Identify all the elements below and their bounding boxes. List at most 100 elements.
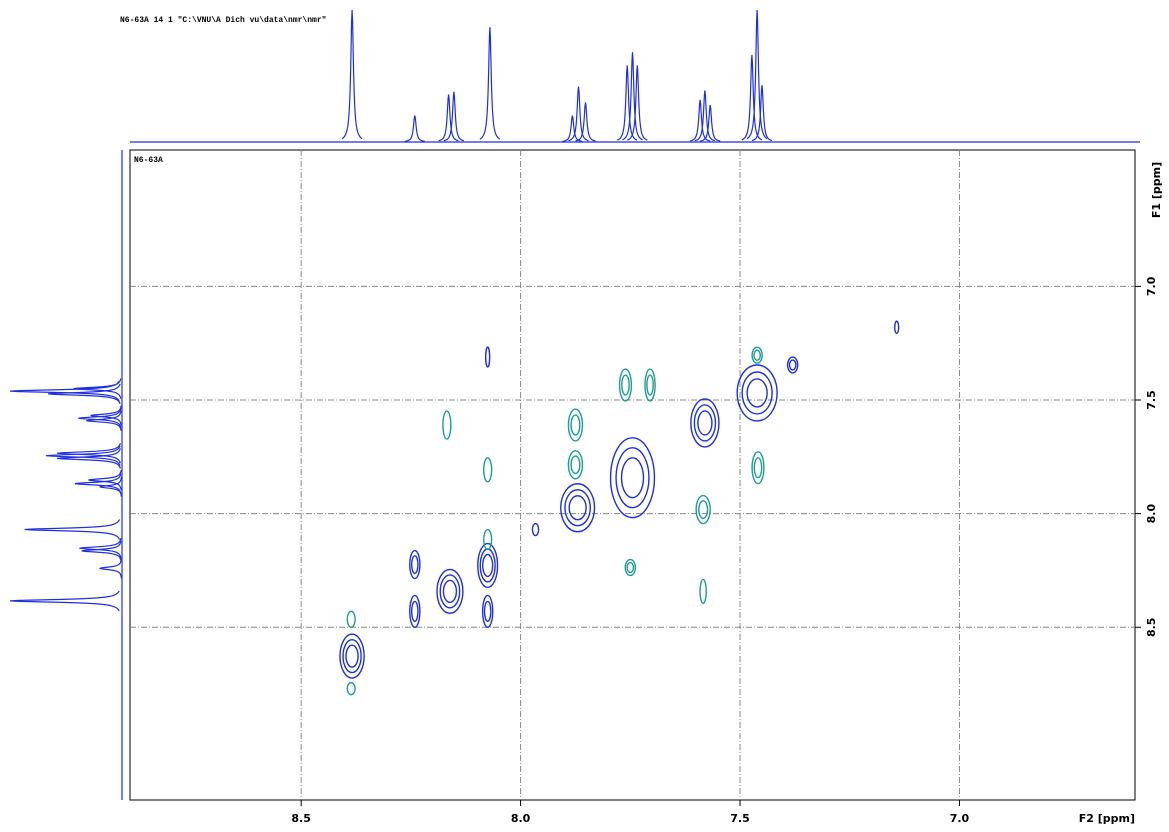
contour	[788, 359, 797, 371]
contour	[751, 346, 763, 364]
contour	[442, 579, 458, 604]
contour	[560, 483, 596, 533]
projection-peak	[45, 445, 121, 466]
contour	[436, 568, 464, 614]
contour	[346, 610, 356, 628]
y-tick-label: 8.5	[1145, 618, 1158, 638]
contour	[695, 494, 711, 525]
projection-peak	[78, 408, 122, 429]
projection-peak	[90, 405, 122, 426]
projection-peak	[689, 99, 711, 142]
contour	[644, 368, 656, 402]
y-tick-label: 7.0	[1145, 276, 1158, 296]
contour	[699, 578, 707, 604]
contour	[621, 374, 630, 396]
x-tick-label: 8.5	[291, 812, 311, 825]
projection-peak	[74, 473, 122, 494]
contour	[736, 364, 778, 422]
projection-peak	[79, 538, 122, 559]
contour	[570, 455, 581, 475]
projection-peak	[616, 65, 638, 141]
x-tick-label: 8.0	[511, 812, 531, 825]
contour	[693, 404, 717, 442]
contour	[484, 346, 491, 368]
projection-peak	[81, 540, 122, 562]
projection-peak	[341, 9, 363, 140]
contour	[339, 633, 365, 679]
projection-peak	[9, 590, 120, 612]
y-axis-label: F1 [ppm]	[1150, 162, 1163, 218]
projection-peak	[627, 65, 648, 141]
contour	[481, 594, 494, 628]
projection-peak	[575, 102, 596, 142]
projection-peak	[562, 115, 583, 142]
contour	[483, 600, 492, 623]
contour	[567, 408, 584, 442]
contour	[609, 437, 656, 519]
projection-peak	[568, 86, 589, 142]
contour	[346, 681, 356, 696]
projection-peak	[88, 469, 122, 491]
projection-peak	[438, 94, 459, 142]
contour	[615, 447, 650, 509]
projection-peak	[86, 410, 122, 431]
contour	[409, 594, 421, 628]
projection-peak	[479, 27, 501, 140]
contour	[697, 410, 713, 436]
contour	[746, 378, 768, 408]
projection-peak	[404, 115, 425, 142]
contour	[410, 600, 419, 623]
contour	[342, 638, 362, 674]
contour	[442, 410, 452, 440]
contour	[786, 356, 799, 374]
projection-peak	[99, 558, 122, 579]
contour	[753, 457, 763, 479]
projection-peak	[443, 91, 465, 142]
contour	[894, 320, 900, 334]
contour	[567, 450, 584, 480]
contour	[618, 368, 633, 402]
contour	[483, 528, 493, 551]
projection-peak	[694, 90, 716, 142]
projection-peak	[56, 448, 121, 469]
projection-peak	[751, 85, 773, 142]
plot-label: N6-63A	[134, 156, 163, 165]
contour	[568, 495, 587, 521]
contour	[698, 500, 709, 519]
y-tick-label: 7.5	[1145, 390, 1158, 410]
projection-peak	[741, 54, 763, 141]
contour	[620, 457, 645, 499]
contour	[531, 522, 540, 537]
contour	[646, 374, 654, 396]
projection-peak	[700, 104, 721, 142]
contour	[477, 542, 499, 589]
projection-peak	[48, 383, 121, 405]
contour	[690, 398, 720, 448]
contour	[345, 644, 359, 668]
contour	[482, 553, 494, 578]
x-tick-label: 7.0	[950, 812, 970, 825]
contour	[751, 451, 765, 485]
contour	[624, 558, 637, 577]
contour	[753, 349, 761, 361]
contour	[409, 549, 421, 580]
contour	[439, 574, 461, 609]
x-tick-label: 7.5	[730, 812, 750, 825]
x-axis-label: F2 [ppm]	[1079, 812, 1135, 825]
plot-frame	[129, 149, 1136, 801]
chart-title: N6-63A 14 1 "C:\VNU\A Dich vu\data\nmr\n…	[120, 16, 326, 25]
contour	[626, 561, 635, 574]
contour	[410, 555, 419, 574]
contour	[570, 414, 581, 436]
projection-peak	[746, 9, 768, 140]
y-tick-label: 8.0	[1145, 504, 1158, 524]
contour	[564, 489, 592, 527]
contour	[483, 457, 493, 483]
projection-peak	[73, 378, 122, 399]
contour	[741, 371, 773, 415]
projection-peak	[622, 52, 643, 141]
projection-peak	[24, 519, 121, 540]
projection-peak	[56, 442, 121, 464]
